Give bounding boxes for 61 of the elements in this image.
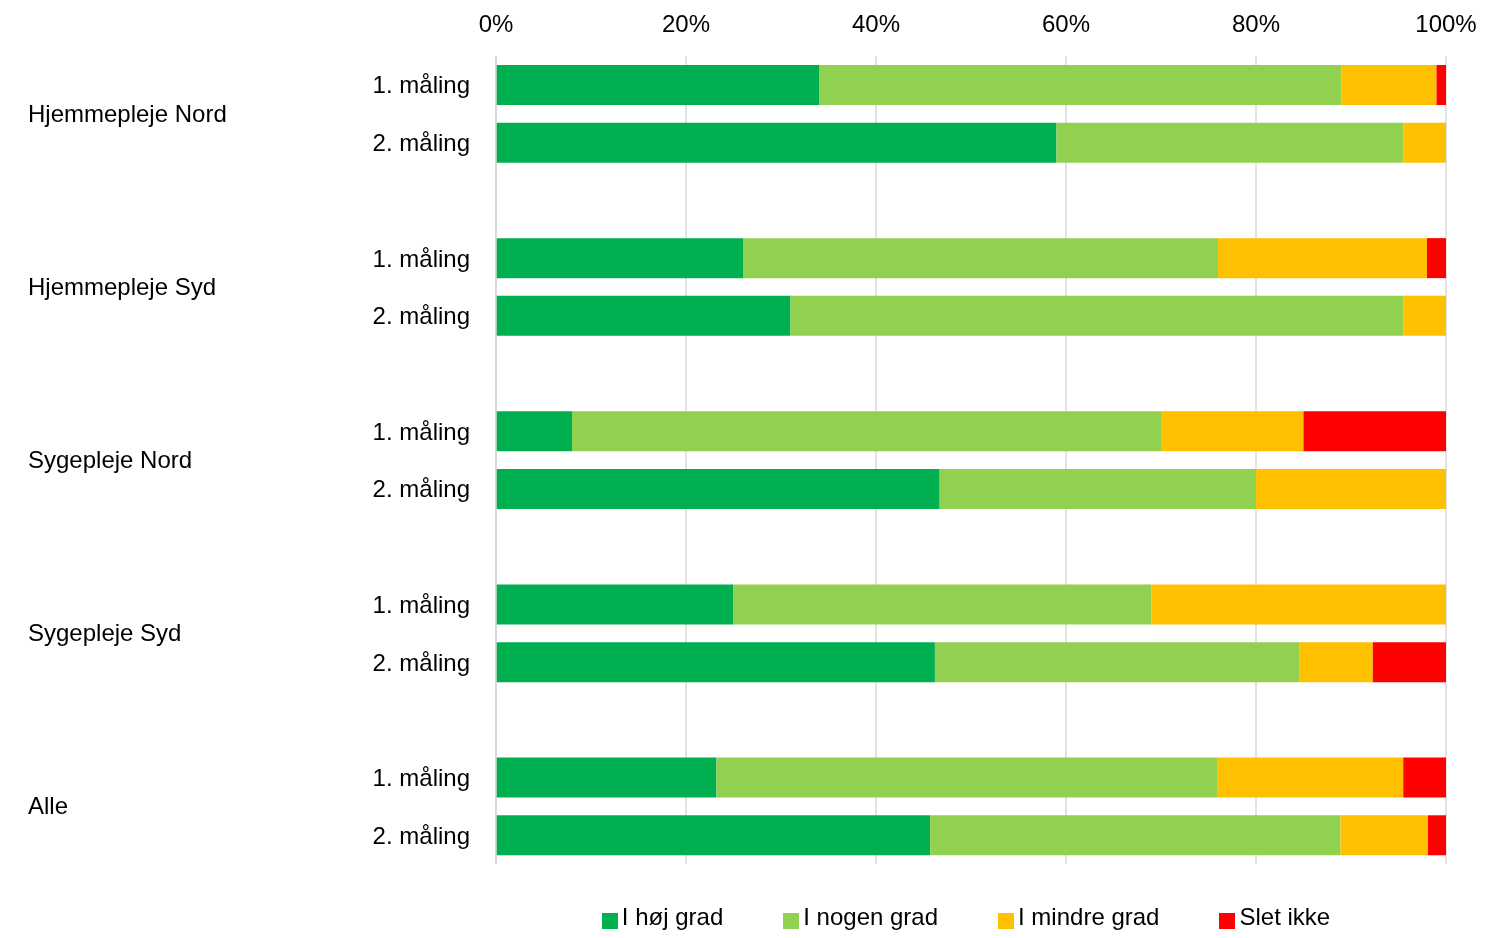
- y-tick-label: 1. måling: [372, 763, 470, 791]
- y-tick-label: 1. måling: [372, 590, 470, 618]
- bar: [496, 642, 935, 683]
- bar: [1303, 411, 1446, 452]
- bar: [934, 642, 1300, 683]
- bar: [1056, 122, 1404, 163]
- y-tick-label: 2. måling: [372, 129, 470, 157]
- y-tick-label: 2. måling: [372, 302, 470, 330]
- legend-label: Slet ikke: [1239, 903, 1331, 930]
- x-tick-label: 80%: [1231, 10, 1281, 37]
- bar: [930, 815, 1341, 856]
- x-tick-label: 40%: [851, 10, 901, 37]
- text: Hjemmepleje Syd: [28, 271, 217, 302]
- bar: [1427, 238, 1446, 279]
- bar: [1403, 122, 1446, 163]
- bar: [1217, 757, 1404, 798]
- y-tick-label: 2. måling: [372, 648, 470, 676]
- text: Sygepleje Nord: [28, 445, 193, 475]
- x-tick-label: 20%: [661, 10, 711, 37]
- bar: [1256, 469, 1446, 509]
- bar: [496, 122, 1057, 163]
- bar: [1218, 238, 1427, 279]
- bar: [496, 65, 819, 105]
- x-tick-label: 60%: [1041, 10, 1091, 37]
- x-tick-label: 0%: [478, 10, 514, 37]
- bar: [939, 469, 1256, 509]
- bar: [496, 757, 717, 798]
- bar: [496, 238, 743, 279]
- bar: [1436, 65, 1446, 105]
- legend-label: I mindre grad: [1018, 903, 1160, 930]
- bar: [496, 295, 791, 336]
- legend-label: I høj grad: [621, 903, 724, 930]
- bar: [496, 584, 734, 625]
- y-tick-label: 1. måling: [372, 417, 470, 445]
- bar: [1372, 642, 1446, 683]
- legend-label: I nogen grad: [803, 903, 939, 930]
- bar: [1403, 757, 1446, 798]
- bar: [572, 411, 1161, 452]
- bar: [1341, 65, 1437, 105]
- bar: [1151, 584, 1446, 625]
- text: Alle: [28, 791, 69, 822]
- bar: [496, 411, 572, 452]
- bar: [1161, 411, 1304, 452]
- text: Hjemmepleje Nord: [28, 98, 227, 129]
- y-tick-label: 2. måling: [372, 821, 470, 849]
- bar: [1427, 815, 1446, 856]
- text: Sygepleje Syd: [28, 618, 182, 649]
- y-tick-label: 2. måling: [372, 475, 470, 503]
- y-tick-label: 1. måling: [372, 244, 470, 272]
- y-tick-label: 1. måling: [372, 71, 470, 99]
- bar: [819, 65, 1342, 105]
- bar: [743, 238, 1218, 279]
- bar: [496, 469, 940, 509]
- bar: [790, 295, 1404, 336]
- bar: [1299, 642, 1373, 683]
- bar: [1403, 295, 1446, 336]
- bar: [733, 584, 1152, 625]
- bar: [716, 757, 1218, 798]
- x-tick-label: 100%: [1415, 10, 1477, 37]
- bar: [496, 815, 931, 856]
- bar: [1340, 815, 1428, 856]
